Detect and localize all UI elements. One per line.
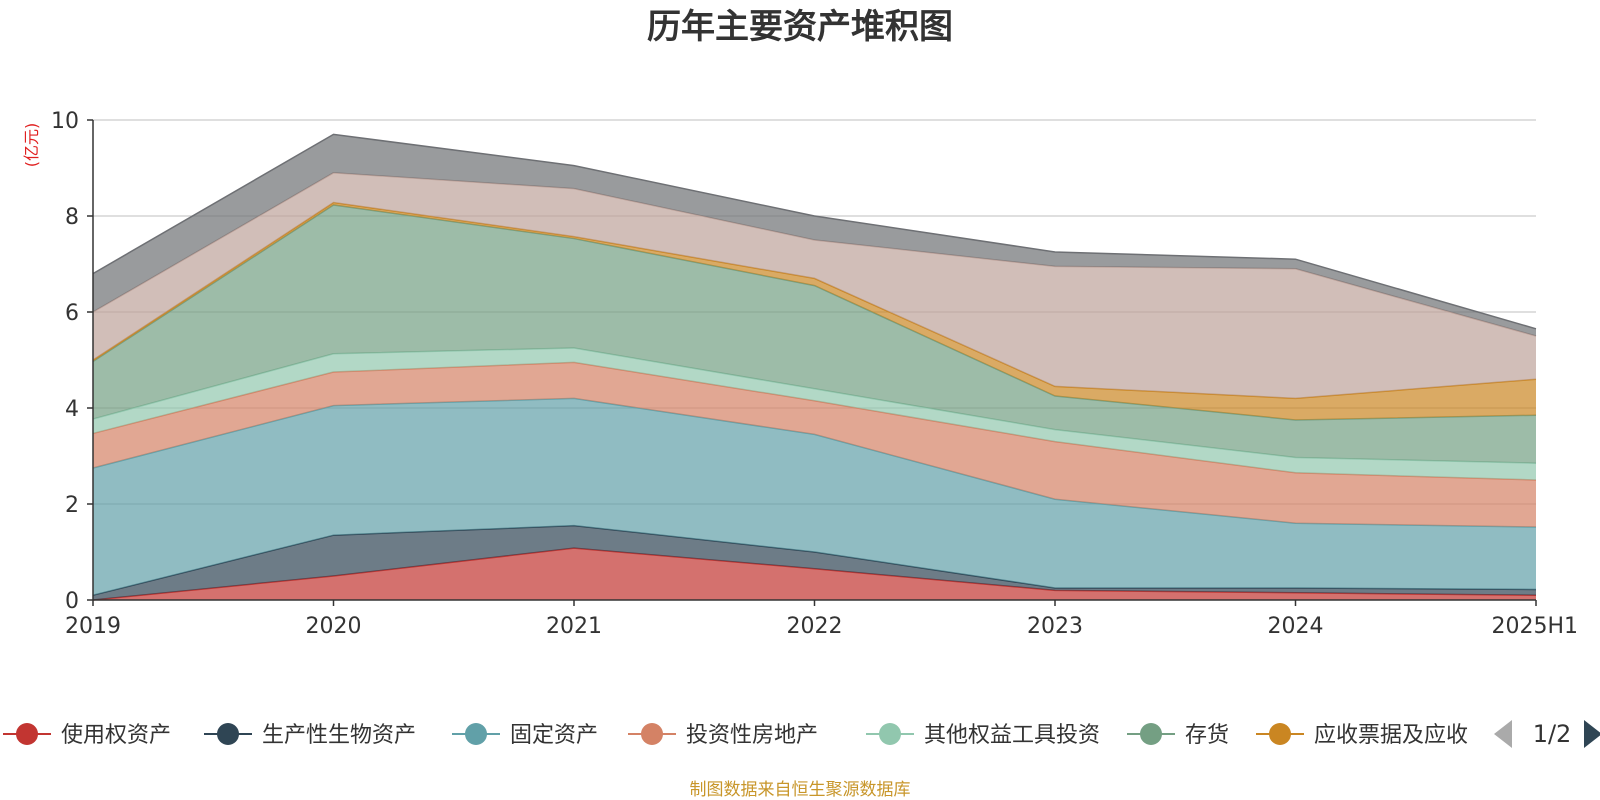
area-series-3 — [93, 362, 1536, 528]
x-tick-label: 2025H1 — [1491, 614, 1578, 639]
legend-label: 投资性房地产 — [686, 723, 818, 748]
y-tick-label: 8 — [65, 205, 79, 230]
legend: 使用权资产 生产性生物资产 固定资产 投资性房地产 其他权益工具投资 存货 应收票据及应收 — [3, 723, 1468, 748]
legend-dot-icon — [879, 723, 901, 745]
legend-label: 应收票据及应收 — [1314, 723, 1468, 748]
legend-item[interactable]: 使用权资产 — [3, 723, 171, 748]
legend-item[interactable]: 生产性生物资产 — [204, 723, 416, 748]
legend-dot-icon — [217, 723, 239, 745]
legend-label: 其他权益工具投资 — [924, 723, 1100, 748]
data-source-note: 制图数据来自恒生聚源数据库 — [690, 780, 911, 800]
x-tick-label: 2019 — [65, 614, 121, 639]
legend-label: 使用权资产 — [61, 723, 171, 748]
axes: 0 2 4 6 8 10 2019 2020 2021 2022 2023 2024 2025H1 — [51, 109, 1578, 639]
y-tick-label: 4 — [65, 397, 79, 422]
area-series — [92, 133, 1537, 601]
area-series-8 — [93, 134, 1536, 336]
legend-dot-icon — [641, 723, 663, 745]
legend-label: 存货 — [1185, 723, 1229, 748]
legend-dot-icon — [465, 723, 487, 745]
area-series-5 — [93, 204, 1536, 464]
legend-label: 固定资产 — [510, 723, 598, 748]
legend-item[interactable]: 应收票据及应收 — [1256, 723, 1468, 748]
legend-dot-icon — [1269, 723, 1291, 745]
area-series-1 — [93, 525, 1536, 600]
y-axis-unit-label: (亿元) — [22, 123, 41, 168]
y-tick-label: 6 — [65, 301, 79, 326]
area-series-0 — [93, 548, 1536, 600]
legend-prev-icon[interactable] — [1494, 720, 1512, 748]
legend-item[interactable]: 投资性房地产 — [628, 723, 818, 748]
area-series-line-8 — [92, 133, 1537, 330]
area-series-2 — [93, 398, 1536, 596]
area-series-7 — [93, 172, 1536, 399]
x-tick-label: 2020 — [306, 614, 362, 639]
area-series-6 — [93, 202, 1536, 420]
area-series-4 — [93, 348, 1536, 480]
legend-dot-icon — [1140, 723, 1162, 745]
chart-title: 历年主要资产堆积图 — [647, 7, 953, 47]
y-tick-label: 0 — [65, 589, 79, 614]
x-tick-label: 2023 — [1027, 614, 1083, 639]
legend-item[interactable]: 其他权益工具投资 — [866, 723, 1100, 748]
y-tick-label: 10 — [51, 109, 79, 134]
x-tick-label: 2024 — [1268, 614, 1324, 639]
legend-next-icon[interactable] — [1584, 720, 1600, 748]
legend-item[interactable]: 固定资产 — [452, 723, 598, 748]
legend-page-indicator: 1/2 — [1533, 720, 1572, 748]
y-tick-label: 2 — [65, 493, 79, 518]
legend-item[interactable]: 存货 — [1127, 723, 1229, 748]
x-tick-label: 2021 — [546, 614, 602, 639]
legend-pager: 1/2 — [1494, 720, 1600, 748]
legend-dot-icon — [16, 723, 38, 745]
x-tick-label: 2022 — [787, 614, 843, 639]
legend-label: 生产性生物资产 — [262, 723, 416, 748]
